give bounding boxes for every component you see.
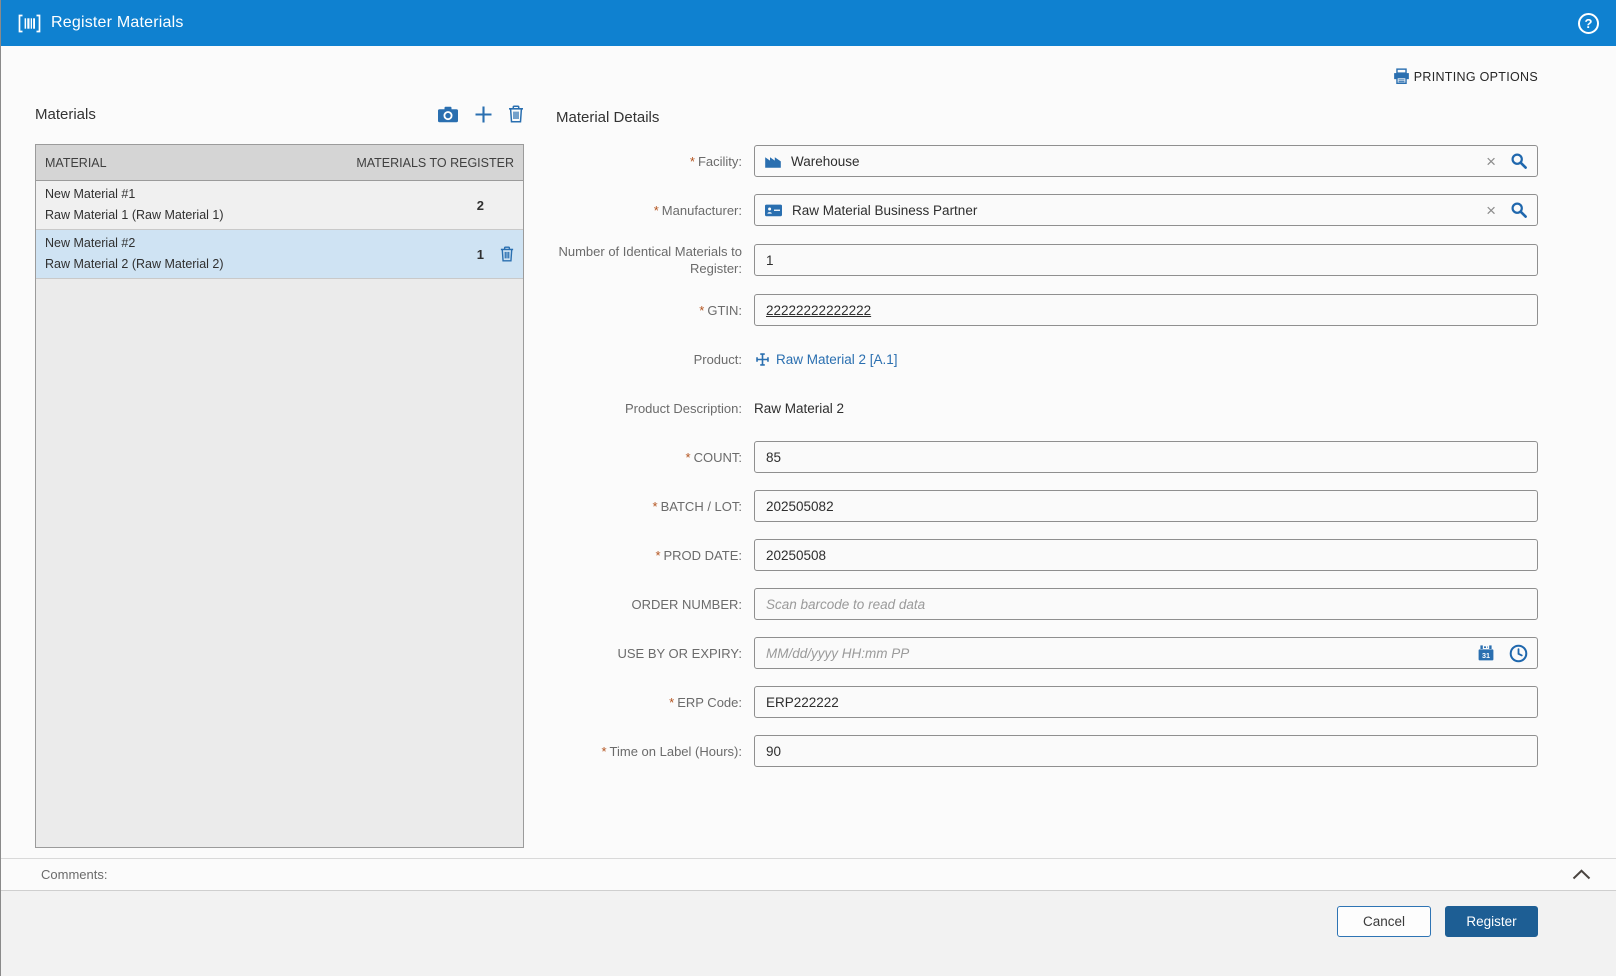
use-by-input[interactable] xyxy=(754,637,1538,669)
facility-clear-icon[interactable]: × xyxy=(1486,151,1496,171)
materials-to-register-count: 1 xyxy=(476,246,484,262)
required-marker: * xyxy=(653,202,659,218)
manufacturer-label: * Manufacturer: xyxy=(653,202,742,218)
table-row[interactable]: New Material #1 Raw Material 1 (Raw Mate… xyxy=(36,181,523,230)
use-by-label: USE BY OR EXPIRY: xyxy=(617,645,742,661)
manufacturer-row: * Manufacturer: Raw Material Business Par… xyxy=(556,194,1538,226)
batch-lot-input[interactable] xyxy=(754,490,1538,522)
use-by-row: USE BY OR EXPIRY: 31 xyxy=(556,637,1538,669)
delete-materials-button[interactable] xyxy=(508,105,524,123)
erp-code-row: * ERP Code: xyxy=(556,686,1538,718)
product-label: Product: xyxy=(693,351,742,367)
required-marker: * xyxy=(669,694,675,710)
order-number-input[interactable] xyxy=(754,588,1538,620)
facility-icon xyxy=(764,153,782,169)
count-input[interactable] xyxy=(754,441,1538,473)
column-materials-to-register: MATERIALS TO REGISTER xyxy=(356,155,514,170)
chevron-up-icon[interactable] xyxy=(1572,869,1591,880)
material-name: New Material #2 xyxy=(45,236,136,250)
time-on-label-label: * Time on Label (Hours): xyxy=(601,743,742,759)
order-number-label: ORDER NUMBER: xyxy=(631,596,742,612)
facility-row: * Facility: Warehouse × xyxy=(556,145,1538,177)
material-details-panel: Material Details * Facility: Warehouse × xyxy=(556,109,1538,784)
material-details-title: Material Details xyxy=(556,109,660,126)
num-identical-row: Number of Identical Materials to Registe… xyxy=(556,243,1538,277)
product-description-value: Raw Material 2 xyxy=(754,400,845,416)
product-description-label: Product Description: xyxy=(624,400,742,416)
add-material-button[interactable] xyxy=(474,105,493,124)
materials-table: MATERIAL MATERIALS TO REGISTER New Mater… xyxy=(35,144,524,848)
table-row-selected[interactable]: New Material #2 Raw Material 2 (Raw Mate… xyxy=(36,230,523,279)
gtin-row: * GTIN: xyxy=(556,294,1538,326)
cancel-button[interactable]: Cancel xyxy=(1337,906,1431,937)
order-number-row: ORDER NUMBER: xyxy=(556,588,1538,620)
product-link[interactable]: Raw Material 2 [A.1] xyxy=(754,351,898,368)
material-name: New Material #1 xyxy=(45,187,136,201)
required-marker: * xyxy=(685,449,691,465)
gtin-label: * GTIN: xyxy=(699,302,742,318)
materials-panel: Materials xyxy=(35,101,524,848)
required-marker: * xyxy=(652,498,658,514)
count-label: * COUNT: xyxy=(685,449,742,465)
camera-button[interactable] xyxy=(437,106,459,123)
prod-date-row: * PROD DATE: xyxy=(556,539,1538,571)
materials-title: Materials xyxy=(35,105,96,123)
facility-label: * Facility: xyxy=(689,153,742,169)
clock-icon[interactable] xyxy=(1509,644,1528,663)
register-button[interactable]: Register xyxy=(1445,906,1538,937)
required-marker: * xyxy=(655,547,661,563)
time-on-label-input[interactable] xyxy=(754,735,1538,767)
time-on-label-row: * Time on Label (Hours): xyxy=(556,735,1538,767)
manufacturer-value: Raw Material Business Partner xyxy=(792,202,978,218)
erp-code-label: * ERP Code: xyxy=(669,694,742,710)
page-title: Register Materials xyxy=(51,14,184,31)
erp-code-input[interactable] xyxy=(754,686,1538,718)
batch-lot-label: * BATCH / LOT: xyxy=(652,498,742,514)
count-row: * COUNT: xyxy=(556,441,1538,473)
prod-date-label: * PROD DATE: xyxy=(655,547,742,563)
footer-bar: Cancel Register xyxy=(1,891,1616,976)
printing-options-label: PRINTING OPTIONS xyxy=(1413,69,1538,84)
required-marker: * xyxy=(601,743,607,759)
required-marker: * xyxy=(689,153,695,169)
facility-lookup-field[interactable]: Warehouse × xyxy=(754,145,1538,177)
batch-lot-row: * BATCH / LOT: xyxy=(556,490,1538,522)
printer-icon xyxy=(1393,68,1410,85)
num-identical-label: Number of Identical Materials to Registe… xyxy=(558,244,742,276)
calendar-icon[interactable]: 31 xyxy=(1477,644,1495,662)
comments-bar[interactable]: Comments: xyxy=(1,858,1616,891)
material-product: Raw Material 2 (Raw Material 2) xyxy=(45,257,224,271)
manufacturer-clear-icon[interactable]: × xyxy=(1486,200,1496,220)
num-identical-input[interactable] xyxy=(754,244,1538,276)
manufacturer-lookup-field[interactable]: Raw Material Business Partner × xyxy=(754,194,1538,226)
main-content: PRINTING OPTIONS Materials xyxy=(1,46,1616,858)
svg-text:31: 31 xyxy=(1482,651,1490,660)
printing-options-button[interactable]: PRINTING OPTIONS xyxy=(1393,68,1538,85)
prod-date-input[interactable] xyxy=(754,539,1538,571)
title-bar: Register Materials ? xyxy=(1,0,1616,46)
product-hierarchy-icon xyxy=(754,351,771,368)
product-row: Product: Raw Material 2 [A.1] xyxy=(556,343,1538,375)
facility-value: Warehouse xyxy=(791,153,860,169)
manufacturer-search-icon[interactable] xyxy=(1506,201,1528,219)
help-icon[interactable]: ? xyxy=(1578,12,1599,34)
materials-actions xyxy=(437,105,524,124)
material-product: Raw Material 1 (Raw Material 1) xyxy=(45,208,224,222)
materials-to-register-count: 2 xyxy=(476,197,484,213)
comments-label: Comments: xyxy=(41,867,108,882)
facility-search-icon[interactable] xyxy=(1506,152,1528,170)
barcode-icon xyxy=(18,14,41,33)
business-partner-icon xyxy=(764,202,783,218)
product-description-row: Product Description: Raw Material 2 xyxy=(556,392,1538,424)
product-link-text: Raw Material 2 [A.1] xyxy=(776,351,898,367)
required-marker: * xyxy=(699,302,705,318)
column-material: MATERIAL xyxy=(45,155,107,170)
gtin-input[interactable] xyxy=(754,294,1538,326)
materials-table-header: MATERIAL MATERIALS TO REGISTER xyxy=(36,145,523,181)
materials-panel-header: Materials xyxy=(35,101,524,127)
delete-row-button[interactable] xyxy=(500,246,514,262)
